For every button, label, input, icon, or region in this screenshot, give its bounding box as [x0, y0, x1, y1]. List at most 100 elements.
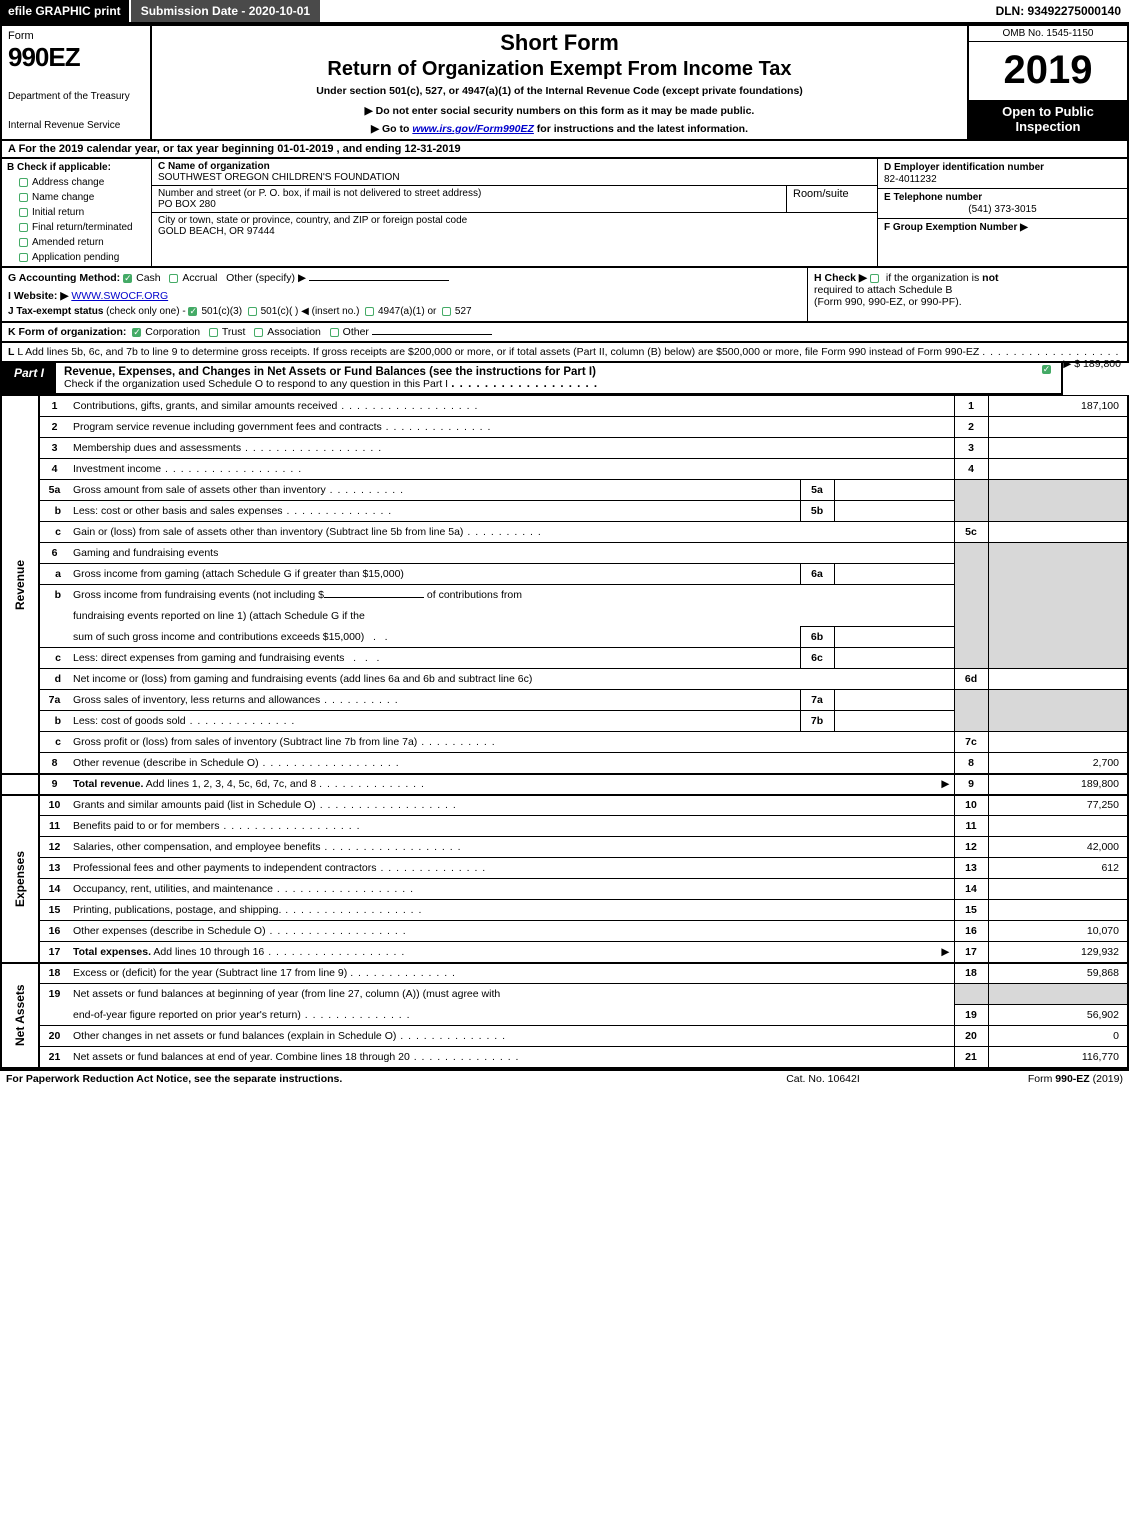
form-header: Form 990EZ Department of the Treasury In…: [0, 24, 1129, 141]
line-7c-amt: [988, 732, 1128, 753]
blank-input[interactable]: [324, 597, 424, 598]
footer-form: Form 990-EZ (2019): [923, 1073, 1123, 1085]
line-4-desc: Investment income: [69, 459, 954, 480]
checkbox-association-icon[interactable]: [254, 328, 263, 337]
line-6b-sv: [834, 627, 954, 648]
cell-ein: D Employer identification number 82-4011…: [878, 159, 1127, 189]
line-8-amt: 2,700: [988, 753, 1128, 774]
chk-amended-return[interactable]: Amended return: [19, 237, 146, 248]
checkbox-accrual-icon[interactable]: [169, 274, 178, 283]
checkbox-other-icon[interactable]: [330, 328, 339, 337]
website-link[interactable]: WWW.SWOCF.ORG: [71, 290, 168, 302]
col-d: D Employer identification number 82-4011…: [877, 159, 1127, 266]
line-17-amt: 129,932: [988, 942, 1128, 963]
checkbox-corporation-icon[interactable]: [132, 328, 141, 337]
line-5b-desc: Less: cost or other basis and sales expe…: [69, 501, 800, 522]
room-label: Room/suite: [793, 188, 871, 200]
part-1-checkbox[interactable]: [1035, 363, 1061, 393]
line-3-amt: [988, 438, 1128, 459]
k-association: Association: [267, 326, 321, 338]
part-1-title-text: Revenue, Expenses, and Changes in Net As…: [64, 366, 596, 378]
line-20-num: 20: [39, 1026, 69, 1047]
dots: [451, 378, 598, 390]
line-7a-sv: [834, 690, 954, 711]
checkbox-icon: [19, 178, 28, 187]
line-5b-sn: 5b: [800, 501, 834, 522]
grp-label: F Group Exemption Number ▶: [884, 222, 1028, 233]
line-18-desc: Excess or (deficit) for the year (Subtra…: [69, 963, 954, 984]
line-9-desc: Total revenue. Total revenue. Add lines …: [69, 774, 954, 795]
j-501c: 501(c)( ) ◀ (insert no.): [261, 306, 360, 317]
line-7c-desc: Gross profit or (loss) from sales of inv…: [69, 732, 954, 753]
city-label: City or town, state or province, country…: [158, 215, 871, 226]
checkbox-icon: [19, 208, 28, 217]
chk-initial-return[interactable]: Initial return: [19, 207, 146, 218]
line-6c-sv: [834, 648, 954, 669]
checkbox-icon: [19, 223, 28, 232]
line-6c-num: c: [39, 648, 69, 669]
side-revenue: Revenue: [1, 396, 39, 774]
address-label: Number and street (or P. O. box, if mail…: [158, 188, 780, 199]
line-1-num: 1: [39, 396, 69, 417]
line-12-amt: 42,000: [988, 837, 1128, 858]
line-6b-desc1: Gross income from fundraising events (no…: [69, 585, 954, 606]
checkbox-h-icon[interactable]: [870, 274, 879, 283]
h-txt4: (Form 990, 990-EZ, or 990-PF).: [814, 296, 962, 308]
checkbox-4947-icon[interactable]: [365, 307, 374, 316]
checkbox-527-icon[interactable]: [442, 307, 451, 316]
chk-name-change[interactable]: Name change: [19, 192, 146, 203]
short-form-title: Short Form: [160, 30, 959, 56]
checkbox-501c3-icon[interactable]: [188, 307, 197, 316]
line-16-rn: 16: [954, 921, 988, 942]
k-trust: Trust: [222, 326, 246, 338]
line-6a-sv: [834, 564, 954, 585]
line-7a-desc: Gross sales of inventory, less returns a…: [69, 690, 800, 711]
line-6a-desc: Gross income from gaming (attach Schedul…: [69, 564, 800, 585]
chk-application-pending[interactable]: Application pending: [19, 252, 146, 263]
line-14-num: 14: [39, 879, 69, 900]
footer-catno: Cat. No. 10642I: [723, 1073, 923, 1085]
checkbox-cash-icon[interactable]: [123, 274, 132, 283]
line-16-num: 16: [39, 921, 69, 942]
chk-address-change[interactable]: Address change: [19, 177, 146, 188]
h-not: not: [982, 272, 998, 284]
line-7a-sn: 7a: [800, 690, 834, 711]
irs-label: Internal Revenue Service: [8, 120, 144, 131]
grey-cell: [988, 480, 1128, 522]
sub3-pre: ▶ Go to: [371, 123, 412, 135]
row-l: L L Add lines 5b, 6c, and 7b to line 9 t…: [0, 343, 1129, 363]
row-k: K Form of organization: Corporation Trus…: [0, 323, 1129, 343]
mid-block: G Accounting Method: Cash Accrual Other …: [0, 268, 1129, 323]
org-name-value: SOUTHWEST OREGON CHILDREN'S FOUNDATION: [158, 172, 871, 183]
line-5b-sv: [834, 501, 954, 522]
efile-label[interactable]: efile GRAPHIC print: [0, 0, 129, 22]
line-1-desc: Contributions, gifts, grants, and simila…: [69, 396, 954, 417]
row-g: G Accounting Method: Cash Accrual Other …: [8, 272, 801, 284]
line-10-desc: Grants and similar amounts paid (list in…: [69, 795, 954, 816]
checkbox-trust-icon[interactable]: [209, 328, 218, 337]
line-19-amt: 56,902: [988, 1005, 1128, 1026]
lines-table: Revenue 1 Contributions, gifts, grants, …: [0, 395, 1129, 1069]
line-19-num: 19: [39, 984, 69, 1005]
line-7c-num: c: [39, 732, 69, 753]
i-label: I Website: ▶: [8, 290, 68, 302]
return-title: Return of Organization Exempt From Incom…: [160, 58, 959, 81]
header-center: Short Form Return of Organization Exempt…: [152, 26, 967, 139]
line-21-rn: 21: [954, 1047, 988, 1068]
k-other-blank[interactable]: [372, 334, 492, 335]
part-1-tab: Part I: [2, 363, 56, 393]
line-13-desc: Professional fees and other payments to …: [69, 858, 954, 879]
grey-cell: [954, 543, 988, 669]
irs-link[interactable]: www.irs.gov/Form990EZ: [412, 123, 534, 135]
chk-final-return[interactable]: Final return/terminated: [19, 222, 146, 233]
line-19-desc1: Net assets or fund balances at beginning…: [69, 984, 954, 1005]
checkbox-501c-icon[interactable]: [248, 307, 257, 316]
line-11-desc: Benefits paid to or for members: [69, 816, 954, 837]
cell-group-exemption: F Group Exemption Number ▶: [878, 219, 1127, 266]
g-other-blank[interactable]: [309, 280, 449, 281]
line-6c-sn: 6c: [800, 648, 834, 669]
line-5c-desc: Gain or (loss) from sale of assets other…: [69, 522, 954, 543]
line-6d-amt: [988, 669, 1128, 690]
checkbox-icon: [19, 238, 28, 247]
side-expenses: Expenses: [1, 795, 39, 963]
